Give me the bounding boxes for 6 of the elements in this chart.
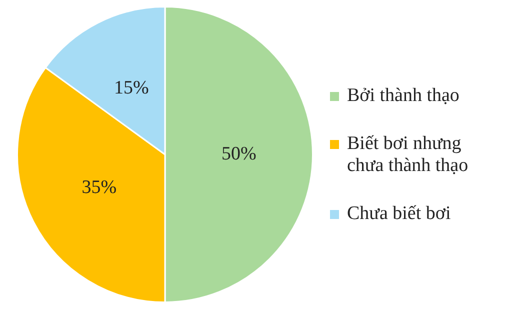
data-label: 50% xyxy=(221,143,256,164)
data-label: 15% xyxy=(114,78,150,99)
legend-label: Chưa biết bơi xyxy=(347,202,451,224)
legend-label: Bởi thành thạo xyxy=(347,84,460,106)
legend-label: Biết bơi nhưng chưa thành thạo xyxy=(347,132,470,176)
data-label: 35% xyxy=(82,177,117,198)
